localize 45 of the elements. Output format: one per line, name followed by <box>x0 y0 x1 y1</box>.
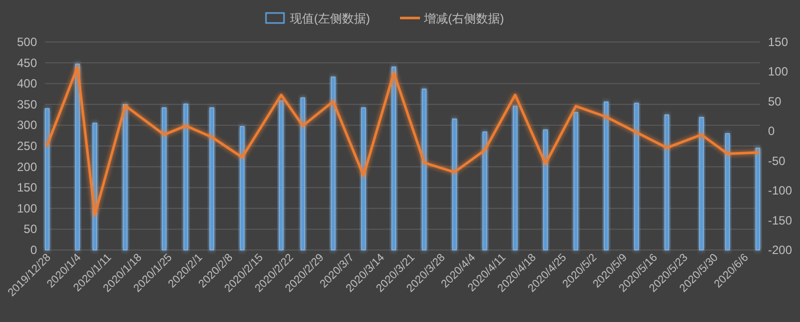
bar <box>392 66 396 250</box>
bar <box>664 114 670 250</box>
y-tick-label: 0 <box>30 243 38 257</box>
y2-tick-label: 150 <box>768 35 788 49</box>
legend-label: 现值(左侧数据) <box>290 12 370 26</box>
bar <box>452 118 457 250</box>
y-tick-label: 150 <box>16 180 38 195</box>
bar <box>330 76 336 250</box>
bar <box>543 129 548 250</box>
y-tick-label: 250 <box>16 139 38 153</box>
y2-tick-label: -150 <box>768 213 792 228</box>
y2-tick-label: 50 <box>768 94 782 108</box>
bar <box>122 104 128 250</box>
y-tick-label: 350 <box>16 97 38 112</box>
bar <box>240 126 244 250</box>
bar <box>482 132 488 250</box>
bar <box>162 107 166 250</box>
y-tick-label: 450 <box>16 56 38 70</box>
y-tick-label: 200 <box>16 160 38 174</box>
y2-tick-label: 100 <box>768 64 788 79</box>
y2-tick-label: 0 <box>768 124 775 138</box>
y2-tick-label: -50 <box>768 154 786 168</box>
bar <box>725 133 730 250</box>
y-tick-label: 100 <box>16 201 38 216</box>
bar <box>512 106 518 250</box>
bar <box>361 107 366 250</box>
bar <box>756 148 760 250</box>
bar <box>574 112 578 250</box>
legend-label: 增减(右侧数据) <box>423 12 504 26</box>
y-tick-label: 500 <box>16 35 38 49</box>
bar <box>278 100 284 250</box>
bar <box>300 97 306 250</box>
bar <box>634 102 639 250</box>
bar <box>699 116 704 250</box>
y2-tick-label: -100 <box>768 184 792 198</box>
y-tick-label: 50 <box>24 222 38 236</box>
bar <box>604 102 608 250</box>
bar <box>75 64 80 250</box>
y-tick-label: 300 <box>16 118 38 132</box>
bar <box>422 88 426 250</box>
bar <box>184 104 188 250</box>
bar <box>210 107 214 250</box>
bar <box>44 108 50 250</box>
y2-tick-label: -200 <box>768 243 792 257</box>
y-tick-label: 400 <box>16 76 38 91</box>
